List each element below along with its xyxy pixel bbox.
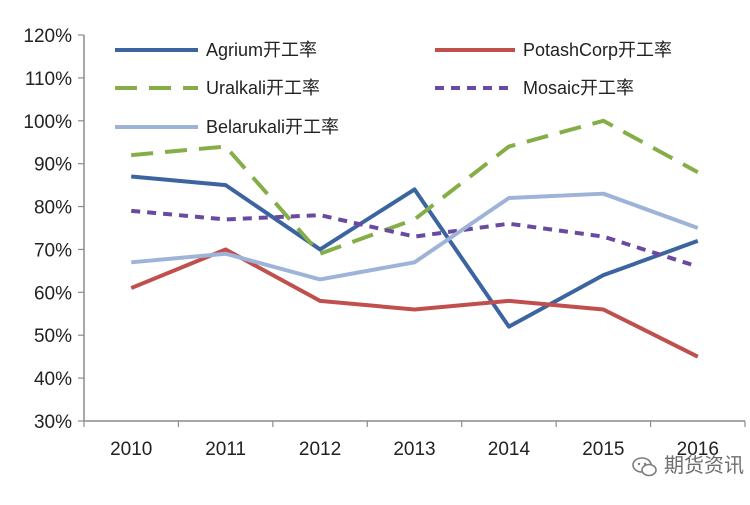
y-tick-label: 80%: [34, 198, 72, 219]
legend-label: Uralkali开工率: [206, 78, 320, 98]
x-tick-label: 2010: [110, 439, 152, 460]
legend-label: Mosaic开工率: [523, 78, 634, 98]
legend-label: PotashCorp开工率: [523, 40, 672, 60]
legend-label: Agrium开工率: [206, 40, 317, 60]
y-tick-label: 120%: [23, 26, 72, 47]
y-tick-label: 90%: [34, 155, 72, 176]
y-tick-label: 110%: [25, 69, 72, 90]
legend-label: Belarukali开工率: [206, 117, 339, 137]
wechat-icon: [632, 456, 658, 478]
series-line: [131, 121, 698, 254]
legend: Agrium开工率 PotashCorp开工率 Uralkali开工率 Mosaic开…: [115, 40, 672, 137]
x-tick-label: 2014: [488, 439, 531, 460]
x-tick-label: 2013: [393, 439, 435, 460]
series-line: [131, 249, 698, 356]
y-tick-label: 30%: [34, 412, 72, 433]
series-line: [131, 211, 698, 267]
y-tick-label: 100%: [23, 112, 72, 133]
y-tick-label: 60%: [34, 283, 72, 304]
y-tick-label: 50%: [34, 326, 72, 347]
axes: [84, 35, 745, 421]
x-tick-label: 2011: [205, 439, 246, 460]
x-tick-label: 2012: [299, 439, 341, 460]
watermark: 期货资讯: [632, 449, 744, 478]
y-axis-ticks: 30% 40% 50% 60% 70% 80% 90% 100% 110% 120%: [23, 26, 84, 433]
y-tick-label: 70%: [34, 240, 72, 261]
series-lines: [131, 121, 698, 357]
watermark-text: 期货资讯: [664, 453, 744, 477]
x-tick-label: 2015: [582, 439, 624, 460]
y-tick-label: 40%: [34, 369, 72, 390]
